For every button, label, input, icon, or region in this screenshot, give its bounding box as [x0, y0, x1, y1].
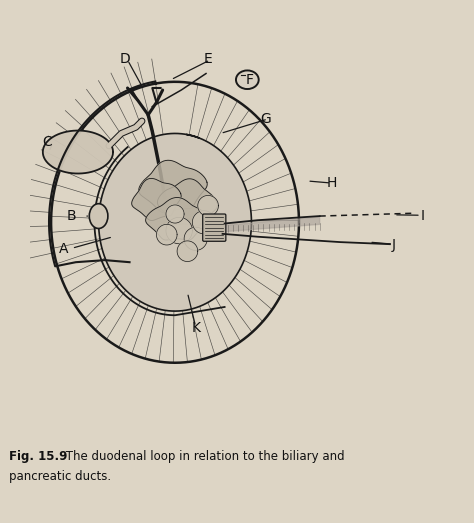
- Text: C: C: [42, 135, 52, 149]
- Polygon shape: [166, 205, 184, 223]
- Text: A: A: [59, 242, 68, 256]
- Text: G: G: [261, 112, 271, 126]
- FancyBboxPatch shape: [203, 214, 226, 241]
- Text: J: J: [392, 238, 396, 252]
- Polygon shape: [166, 218, 192, 244]
- Text: pancreatic ducts.: pancreatic ducts.: [9, 470, 111, 483]
- Text: E: E: [204, 52, 212, 66]
- Text: F: F: [246, 73, 254, 87]
- Polygon shape: [192, 211, 216, 234]
- Text: Fig. 15.9: Fig. 15.9: [9, 450, 68, 463]
- Polygon shape: [132, 178, 181, 221]
- Text: The duodenal loop in relation to the biliary and: The duodenal loop in relation to the bil…: [62, 450, 344, 463]
- Polygon shape: [177, 241, 198, 262]
- Ellipse shape: [236, 71, 259, 89]
- Polygon shape: [99, 133, 252, 311]
- Polygon shape: [146, 198, 209, 240]
- Text: D: D: [120, 52, 131, 66]
- Text: K: K: [191, 321, 200, 335]
- Polygon shape: [157, 179, 218, 226]
- Polygon shape: [139, 160, 207, 213]
- Text: H: H: [327, 176, 337, 190]
- Polygon shape: [43, 131, 113, 174]
- Polygon shape: [198, 196, 219, 216]
- Text: I: I: [421, 209, 425, 223]
- Polygon shape: [222, 217, 319, 232]
- Ellipse shape: [89, 203, 108, 229]
- Text: B: B: [67, 209, 76, 223]
- Polygon shape: [184, 227, 207, 251]
- Polygon shape: [156, 224, 177, 245]
